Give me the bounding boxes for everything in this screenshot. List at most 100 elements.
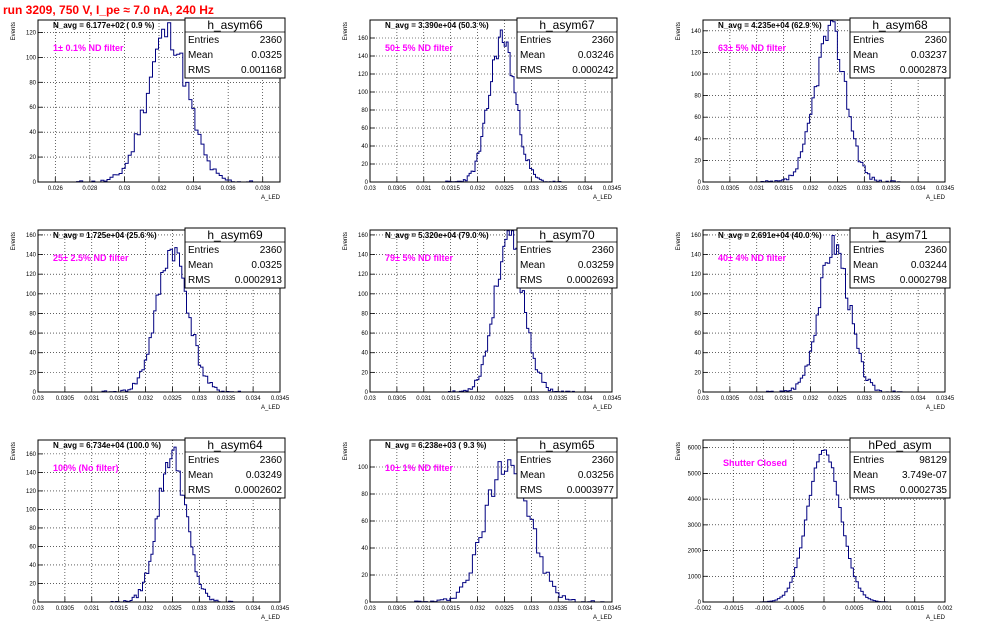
stats-box-frame (516, 437, 618, 499)
n-avg-label: N_avg = 1.725e+04 (25.6 %) (53, 231, 157, 240)
stats-value-rms: 0.001168 (241, 65, 282, 76)
stats-value-mean: 3.749e-07 (902, 470, 947, 481)
stats-key-rms: RMS (520, 65, 543, 76)
y-axis-label: Events (11, 442, 17, 460)
stats-value-entries: 98129 (919, 455, 947, 466)
x-tick-label: 0.0345 (603, 606, 622, 612)
histogram-line (101, 247, 243, 393)
stats-value-entries: 2360 (260, 455, 283, 466)
stats-value-entries: 2360 (592, 455, 615, 466)
y-tick-label: 100 (691, 292, 702, 298)
y-tick-label: 0 (365, 390, 369, 396)
stats-key-entries: Entries (188, 455, 219, 466)
x-tick-label: 0.0305 (388, 186, 407, 192)
y-tick-label: 0 (698, 600, 702, 606)
y-axis-label: Events (676, 232, 682, 250)
y-tick-label: 20 (694, 158, 701, 164)
y-tick-label: 140 (691, 253, 702, 259)
stats-value-rms: 0.0002798 (900, 275, 948, 286)
x-tick-label: 0.038 (255, 186, 271, 192)
histogram-line (750, 449, 898, 603)
x-tick-label: 0.002 (937, 606, 953, 612)
x-tick-label: 0.0305 (721, 186, 740, 192)
stats-value-rms: 0.0002913 (235, 275, 283, 286)
y-tick-label: 20 (361, 370, 368, 376)
y-axis-label: Events (11, 22, 17, 40)
x-tick-label: 0.028 (82, 186, 98, 192)
stats-value-mean: 0.0325 (251, 260, 282, 271)
stats-key-mean: Mean (520, 50, 545, 61)
stats-key-entries: Entries (853, 455, 884, 466)
x-tick-label: 0.0305 (56, 606, 75, 612)
histogram-name: h_asym64 (207, 438, 263, 452)
stats-key-rms: RMS (520, 275, 543, 286)
stats-box: h_asym67 Entries 2360 Mean 0.03246 RMS 0.00024… (516, 17, 618, 79)
y-tick-label: 100 (691, 72, 702, 78)
x-tick-label: 0.034 (186, 186, 202, 192)
y-tick-label: 60 (361, 126, 368, 132)
stats-key-mean: Mean (188, 260, 213, 271)
x-tick-label: 0.032 (470, 396, 486, 402)
x-tick-label: -0.002 (694, 606, 712, 612)
y-tick-label: 20 (29, 370, 36, 376)
y-tick-label: 120 (358, 72, 369, 78)
x-tick-label: 0.0325 (495, 396, 514, 402)
stats-key-rms: RMS (188, 65, 211, 76)
y-axis-label: Events (343, 232, 349, 250)
filter-note: 63± 5% ND filter (718, 43, 786, 53)
stats-box: h_asym71 Entries 2360 Mean 0.03244 RMS 0.00027… (849, 227, 951, 289)
y-tick-label: 0 (365, 600, 369, 606)
y-axis-label: Events (676, 442, 682, 460)
y-tick-label: 20 (361, 162, 368, 168)
y-tick-label: 0 (698, 390, 702, 396)
x-tick-label: 0.032 (803, 396, 819, 402)
n-avg-label: N_avg = 6.734e+04 (100.0 %) (53, 441, 161, 450)
n-avg-label: N_avg = 2.691e+04 (40.0 %) (718, 231, 822, 240)
x-tick-label: 0.032 (470, 186, 486, 192)
x-tick-label: 0.0345 (603, 396, 622, 402)
filter-note: 40± 4% ND filter (718, 253, 786, 263)
y-tick-label: 40 (694, 351, 701, 357)
stats-value-entries: 2360 (592, 35, 615, 46)
histogram-line (760, 20, 901, 183)
x-tick-label: 0.0315 (774, 396, 793, 402)
x-tick-label: 0.0345 (271, 606, 290, 612)
stats-key-entries: Entries (853, 245, 884, 256)
x-tick-label: -0.0015 (723, 606, 744, 612)
histogram-line (443, 29, 562, 183)
x-tick-label: 0.0305 (56, 396, 75, 402)
plot-frame (369, 229, 613, 393)
y-tick-label: 120 (26, 272, 37, 278)
histogram-line (411, 459, 605, 603)
x-tick-label: 0.0005 (845, 606, 864, 612)
stats-key-entries: Entries (188, 35, 219, 46)
x-tick-label: 0.03 (119, 186, 131, 192)
stats-value-entries: 2360 (925, 245, 948, 256)
histogram-panel-hPed_asym: -0.002 -0.0015 -0.001 -0.0005 0 0.0005 0.001 0.… (676, 437, 953, 621)
histogram-name: h_asym67 (539, 18, 595, 32)
y-tick-label: 60 (29, 331, 36, 337)
y-tick-label: 1000 (688, 574, 702, 580)
x-tick-label: 0.0325 (828, 186, 847, 192)
x-tick-label: 0.03 (364, 396, 376, 402)
x-axis-label: A_LED (926, 405, 946, 411)
x-tick-label: 0.031 (84, 606, 100, 612)
stats-box-frame (516, 227, 618, 289)
stats-box: hPed_asym Entries 98129 Mean 3.749e-07 RMS 0.0… (849, 437, 951, 499)
x-tick-label: 0.032 (138, 396, 154, 402)
stats-box: h_asym68 Entries 2360 Mean 0.03237 RMS 0.00028… (849, 17, 951, 79)
y-tick-label: 100 (26, 55, 37, 61)
x-tick-label: 0.0345 (936, 186, 955, 192)
stats-box-frame (184, 227, 286, 289)
plot-frame (702, 439, 946, 603)
y-tick-label: 40 (361, 546, 368, 552)
histogram-name: h_asym69 (207, 228, 263, 242)
histogram-panel-h_asym65: 0.03 0.0305 0.031 0.0315 0.032 0.0325 0.033 0.0… (343, 437, 622, 621)
y-tick-label: 140 (358, 253, 369, 259)
y-tick-label: 160 (26, 452, 37, 458)
stats-key-entries: Entries (520, 35, 551, 46)
y-tick-label: 140 (26, 470, 37, 476)
stats-value-rms: 0.0003977 (567, 485, 615, 496)
stats-box-frame (849, 227, 951, 289)
